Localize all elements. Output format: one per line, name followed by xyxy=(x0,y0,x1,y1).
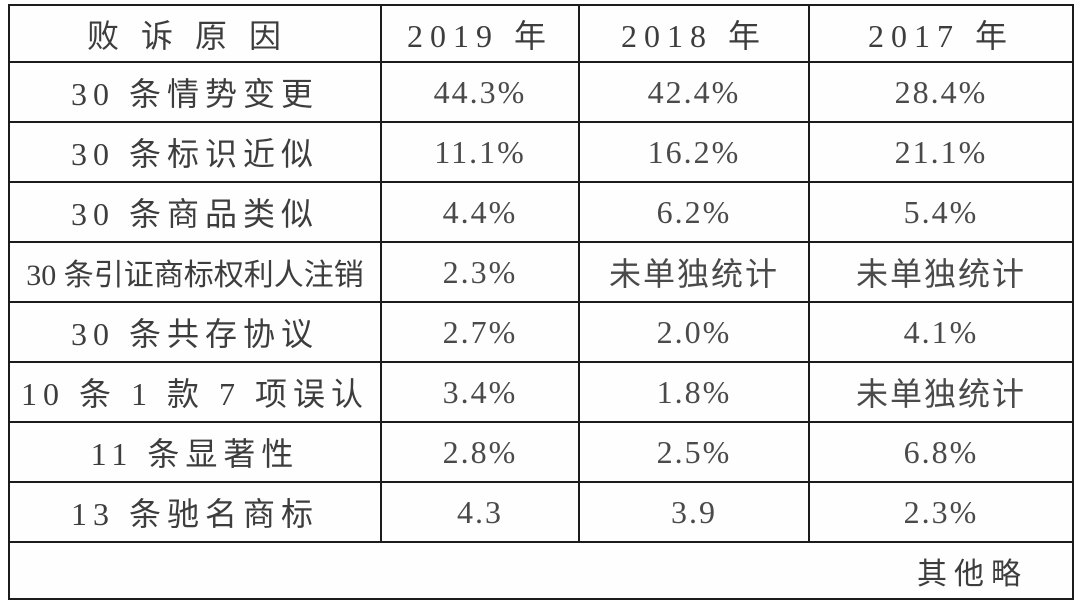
table-row: 10 条 1 款 7 项误认 3.4% 1.8% 未单独统计 xyxy=(8,361,1074,423)
column-header-reason: 败诉原因 xyxy=(8,4,382,63)
value-cell-2019: 4.4% xyxy=(380,181,580,243)
table-row: 30 条商品类似 4.4% 6.2% 5.4% xyxy=(8,181,1074,243)
value-cell-2018: 2.0% xyxy=(578,301,810,363)
table-row: 30 条共存协议 2.7% 2.0% 4.1% xyxy=(8,301,1074,363)
value-cell-2017: 5.4% xyxy=(808,181,1074,243)
value-cell-2017: 21.1% xyxy=(808,121,1074,183)
loss-reason-statistics-table: 败诉原因 2019 年 2018 年 2017 年 30 条情势变更 44.3%… xyxy=(8,4,1074,600)
footer-row: 其他略 xyxy=(8,541,1074,600)
header-row: 败诉原因 2019 年 2018 年 2017 年 xyxy=(8,4,1074,63)
column-header-2019: 2019 年 xyxy=(380,4,580,63)
value-cell-2018: 16.2% xyxy=(578,121,810,183)
column-header-2018: 2018 年 xyxy=(578,4,810,63)
reason-cell: 30 条标识近似 xyxy=(8,121,382,183)
value-cell-2017: 2.3% xyxy=(808,481,1074,543)
value-cell-2017: 未单独统计 xyxy=(808,361,1074,423)
value-cell-2018: 1.8% xyxy=(578,361,810,423)
reason-cell: 13 条驰名商标 xyxy=(8,481,382,543)
reason-cell: 30 条共存协议 xyxy=(8,301,382,363)
value-cell-2019: 2.8% xyxy=(380,421,580,483)
table-row: 30 条标识近似 11.1% 16.2% 21.1% xyxy=(8,121,1074,183)
table-row: 13 条驰名商标 4.3 3.9 2.3% xyxy=(8,481,1074,543)
value-cell-2017: 6.8% xyxy=(808,421,1074,483)
value-cell-2018: 3.9 xyxy=(578,481,810,543)
value-cell-2017: 28.4% xyxy=(808,61,1074,123)
value-cell-2018: 未单独统计 xyxy=(578,241,810,303)
value-cell-2018: 2.5% xyxy=(578,421,810,483)
table-row: 30 条引证商标权利人注销 2.3% 未单独统计 未单独统计 xyxy=(8,241,1074,303)
column-header-2017: 2017 年 xyxy=(808,4,1074,63)
reason-cell: 30 条情势变更 xyxy=(8,61,382,123)
reason-cell: 30 条商品类似 xyxy=(8,181,382,243)
value-cell-2019: 11.1% xyxy=(380,121,580,183)
value-cell-2019: 2.7% xyxy=(380,301,580,363)
value-cell-2019: 4.3 xyxy=(380,481,580,543)
value-cell-2018: 42.4% xyxy=(578,61,810,123)
table-row: 30 条情势变更 44.3% 42.4% 28.4% xyxy=(8,61,1074,123)
value-cell-2019: 3.4% xyxy=(380,361,580,423)
footer-note: 其他略 xyxy=(8,541,1074,600)
table-row: 11 条显著性 2.8% 2.5% 6.8% xyxy=(8,421,1074,483)
value-cell-2017: 4.1% xyxy=(808,301,1074,363)
value-cell-2017: 未单独统计 xyxy=(808,241,1074,303)
reason-cell: 10 条 1 款 7 项误认 xyxy=(8,361,382,423)
value-cell-2019: 2.3% xyxy=(380,241,580,303)
reason-cell: 11 条显著性 xyxy=(8,421,382,483)
reason-cell: 30 条引证商标权利人注销 xyxy=(8,241,382,303)
value-cell-2019: 44.3% xyxy=(380,61,580,123)
value-cell-2018: 6.2% xyxy=(578,181,810,243)
